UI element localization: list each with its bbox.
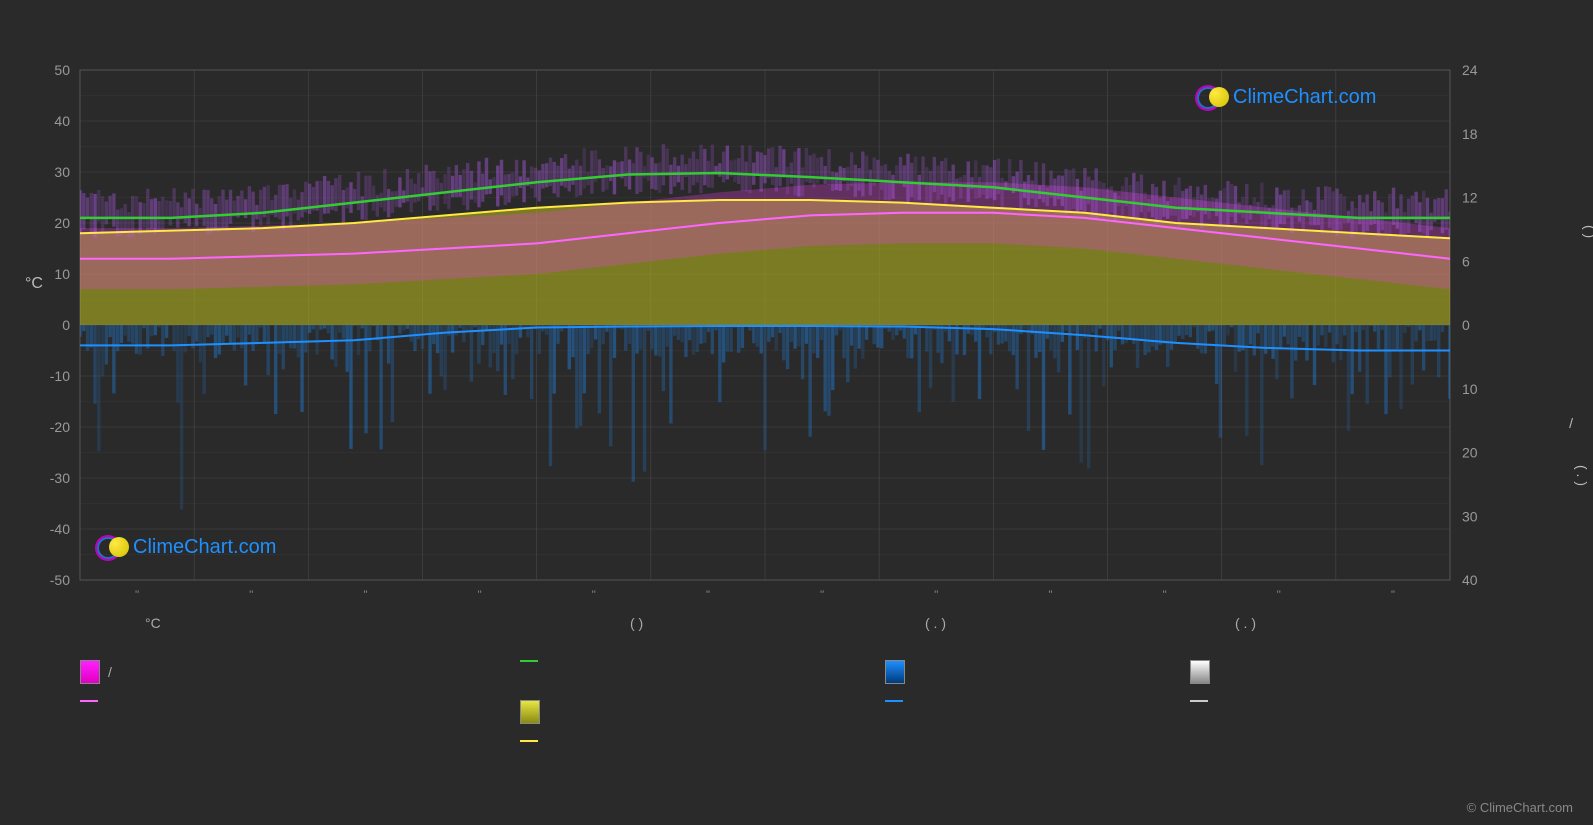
- footer-credit: © ClimeChart.com: [1467, 800, 1573, 815]
- svg-text:-10: -10: [50, 368, 70, 384]
- svg-text:10: 10: [1462, 381, 1478, 397]
- svg-text:-50: -50: [50, 572, 70, 588]
- svg-text:'': '': [135, 589, 139, 601]
- watermark-logo-top: ClimeChart.com: [1195, 85, 1376, 109]
- svg-text:'': '': [934, 589, 938, 601]
- right-axis-annot-lower: ( . ): [1574, 465, 1590, 486]
- legend-header-center: ( ): [630, 615, 643, 631]
- legend-swatch-box: [520, 700, 540, 724]
- legend-swatch-line: [80, 700, 98, 702]
- svg-text:0: 0: [62, 317, 70, 333]
- legend-item: [1190, 700, 1216, 702]
- legend-item: [885, 660, 913, 684]
- watermark-logo-bottom: ClimeChart.com: [95, 535, 276, 559]
- svg-text:12: 12: [1462, 190, 1478, 206]
- legend-swatch-box: [885, 660, 905, 684]
- legend-swatch-line: [1190, 700, 1208, 702]
- svg-text:-40: -40: [50, 521, 70, 537]
- legend-swatch-line: [885, 700, 903, 702]
- watermark-text: ClimeChart.com: [1233, 86, 1376, 109]
- svg-text:20: 20: [54, 215, 70, 231]
- svg-text:0: 0: [1462, 317, 1470, 333]
- right-axis-annot-upper: ( ): [1582, 225, 1593, 238]
- legend-item: /: [80, 660, 112, 684]
- chart-svg: 50 40 30 20 10 0 -10 -20 -30 -40 -50 24 18 12 6 0 10 20 30…: [0, 0, 1593, 825]
- svg-text:18: 18: [1462, 126, 1478, 142]
- svg-text:'': '': [1162, 589, 1166, 601]
- legend-header-r1: ( . ): [925, 615, 946, 631]
- climechart-logo-icon: [1195, 85, 1227, 109]
- legend-item: [520, 740, 546, 742]
- legend-header-left: °C: [145, 615, 161, 631]
- svg-text:'': '': [477, 589, 481, 601]
- legend-item: [885, 700, 911, 702]
- svg-text:'': '': [1048, 589, 1052, 601]
- svg-text:6: 6: [1462, 253, 1470, 269]
- svg-text:40: 40: [54, 113, 70, 129]
- svg-text:40: 40: [1462, 572, 1478, 588]
- legend-swatch-line: [520, 660, 538, 662]
- svg-text:'': '': [363, 589, 367, 601]
- legend-label: /: [108, 664, 112, 680]
- svg-text:'': '': [249, 589, 253, 601]
- svg-text:'': '': [592, 589, 596, 601]
- climechart-logo-icon: [95, 535, 127, 559]
- watermark-text: ClimeChart.com: [133, 536, 276, 559]
- svg-text:'': '': [1277, 589, 1281, 601]
- left-axis-title: °C: [25, 275, 43, 293]
- legend-item: [1190, 660, 1218, 684]
- svg-text:30: 30: [1462, 508, 1478, 524]
- svg-text:-30: -30: [50, 470, 70, 486]
- svg-text:'': '': [1391, 589, 1395, 601]
- legend-swatch-line: [520, 740, 538, 742]
- legend-swatch-box: [1190, 660, 1210, 684]
- svg-text:10: 10: [54, 266, 70, 282]
- legend-item: [80, 700, 106, 702]
- svg-text:'': '': [706, 589, 710, 601]
- legend-header-r2: ( . ): [1235, 615, 1256, 631]
- svg-text:30: 30: [54, 164, 70, 180]
- svg-text:20: 20: [1462, 445, 1478, 461]
- svg-text:50: 50: [54, 62, 70, 78]
- climate-chart: 50 40 30 20 10 0 -10 -20 -30 -40 -50 24 18 12 6 0 10 20 30…: [0, 0, 1593, 825]
- svg-text:'': '': [820, 589, 824, 601]
- legend-item: [520, 700, 548, 724]
- legend-swatch-box: [80, 660, 100, 684]
- right-axis-annot-slash: /: [1569, 415, 1573, 431]
- legend-item: [520, 660, 546, 662]
- svg-text:-20: -20: [50, 419, 70, 435]
- svg-text:24: 24: [1462, 62, 1478, 78]
